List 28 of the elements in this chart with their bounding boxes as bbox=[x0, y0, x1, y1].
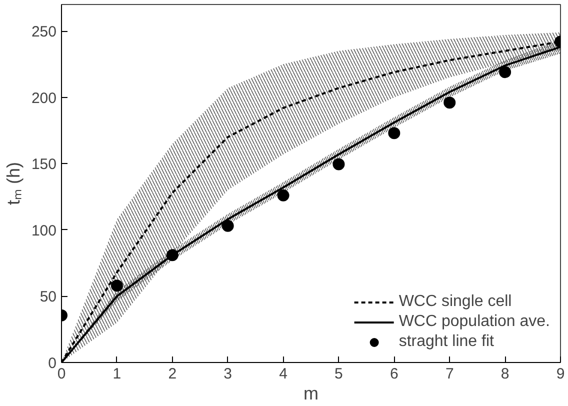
point bbox=[332, 158, 345, 170]
y-tick-label: 0 bbox=[48, 355, 56, 372]
point bbox=[499, 66, 512, 78]
x-tick-label: 8 bbox=[500, 366, 510, 382]
point bbox=[110, 280, 123, 292]
legend-label: straght line fit bbox=[398, 333, 494, 351]
x-axis-title: m bbox=[304, 384, 319, 404]
y-axis-title: tₘ (h) bbox=[3, 162, 24, 205]
x-tick-label: 7 bbox=[445, 366, 454, 382]
point bbox=[222, 220, 234, 232]
x-tick-label: 3 bbox=[224, 366, 232, 382]
x-tick-label: 5 bbox=[334, 366, 343, 382]
y-tick-label: 50 bbox=[40, 288, 57, 306]
y-tick-label: 250 bbox=[31, 24, 57, 41]
legend-label: WCC single cell bbox=[398, 293, 512, 311]
x-tick-label: 2 bbox=[168, 366, 177, 382]
point bbox=[166, 249, 178, 262]
x-tick-label: 1 bbox=[112, 366, 122, 382]
point bbox=[444, 96, 456, 109]
point bbox=[388, 127, 400, 140]
x-tick-label: 6 bbox=[390, 366, 398, 382]
y-tick-label: 200 bbox=[31, 90, 57, 107]
x-tick-label: 4 bbox=[279, 366, 288, 382]
y-tick-label: 150 bbox=[31, 156, 57, 174]
point bbox=[277, 189, 290, 202]
y-tick-label: 100 bbox=[31, 222, 57, 240]
legend-label: WCC population ave. bbox=[398, 313, 550, 331]
x-tick-label: 9 bbox=[556, 366, 565, 382]
